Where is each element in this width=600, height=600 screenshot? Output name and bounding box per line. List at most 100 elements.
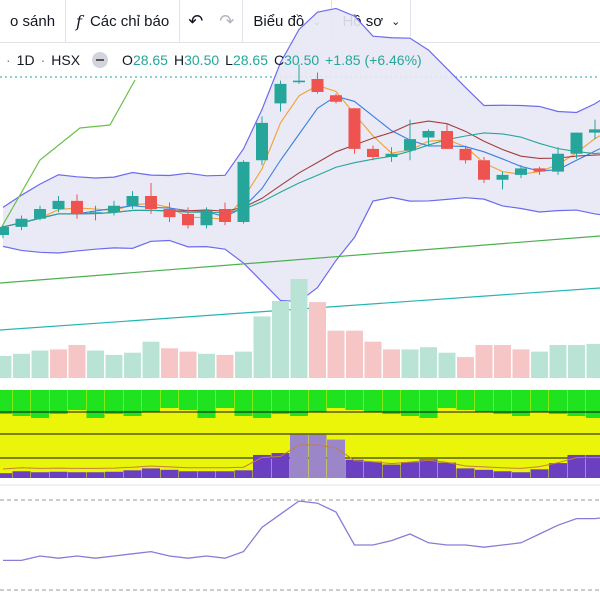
function-icon: f	[76, 11, 82, 31]
volume-bar	[50, 349, 67, 378]
low-label: L	[225, 52, 233, 68]
green-zone-bar	[345, 390, 364, 410]
green-zone-bar	[0, 390, 12, 414]
exchange-label: HSX	[51, 52, 81, 68]
interval-label[interactable]: 1D	[16, 52, 35, 68]
volume-bar	[272, 301, 289, 378]
volume-bar	[383, 349, 400, 378]
volume-bar	[420, 347, 437, 378]
chart-menu-label: Biểu đồ	[253, 12, 305, 30]
histogram-bar	[0, 473, 12, 478]
rsi-pane	[0, 484, 600, 591]
compare-button[interactable]: o sánh	[0, 0, 65, 42]
candle-body	[145, 196, 157, 209]
low-value: 28.65	[232, 52, 268, 68]
open-value: 28.65	[132, 52, 168, 68]
volume-bar	[401, 349, 419, 378]
legend-separator: ·	[40, 52, 46, 68]
volume-bar	[494, 345, 511, 378]
green-zone-bar	[49, 390, 68, 414]
histogram-bar	[586, 454, 600, 478]
histogram-bar	[493, 471, 512, 478]
histogram-bar	[271, 453, 290, 478]
candle-body	[293, 80, 305, 83]
green-zone-bar	[179, 390, 197, 410]
indicators-button[interactable]: f Các chỉ báo	[66, 0, 179, 42]
green-zone-bar	[142, 390, 160, 412]
histogram-bar	[456, 468, 475, 478]
green-zone-bar	[234, 390, 253, 416]
candle-body	[330, 95, 342, 102]
candle-body	[89, 212, 102, 214]
volume-bar	[290, 279, 308, 378]
volume-bar	[253, 316, 271, 378]
candle-body	[441, 131, 453, 149]
undo-icon[interactable]: ↶	[188, 10, 204, 31]
volume-bar	[87, 350, 104, 378]
toolbar-divider	[179, 0, 181, 42]
candle-body	[515, 168, 527, 175]
histogram-bar	[31, 472, 49, 478]
histogram-bar	[68, 472, 86, 478]
histogram-bar	[290, 434, 308, 478]
candle-body	[163, 209, 176, 218]
close-value: 30.50	[284, 52, 320, 68]
main-pane	[0, 7, 600, 331]
histogram-bar	[49, 471, 68, 478]
histogram-bar	[12, 471, 31, 478]
green-zone-bar	[105, 390, 123, 414]
redo-icon[interactable]: ↷	[219, 10, 235, 31]
volume-bar	[586, 343, 600, 378]
green-zone-bar	[290, 390, 308, 416]
candle-body	[15, 218, 28, 227]
candle-body	[256, 122, 268, 161]
candle-body	[589, 129, 600, 133]
candle-body	[200, 210, 213, 226]
toolbar-divider	[242, 0, 244, 42]
candle-body	[367, 148, 379, 157]
histogram-bar	[345, 459, 364, 478]
green-zone-bar	[438, 390, 456, 408]
volume-pane	[0, 279, 600, 378]
toolbar-divider	[410, 0, 412, 42]
green-zone-bar	[382, 390, 401, 414]
histogram-bar	[179, 471, 197, 478]
high-value: 30.50	[184, 52, 220, 68]
chevron-down-icon: ⌄	[391, 15, 401, 28]
candle-body	[459, 148, 472, 161]
green-zone-bar	[197, 390, 216, 418]
candle-body	[404, 139, 416, 151]
histogram-bar	[105, 471, 123, 478]
indicators-label: Các chỉ báo	[89, 12, 170, 30]
green-zone-bar	[123, 390, 142, 416]
volume-bar	[161, 348, 178, 378]
green-zone-bar	[586, 390, 600, 418]
candle-body	[311, 79, 324, 92]
histogram-bar	[327, 439, 345, 478]
candle-body	[478, 160, 490, 180]
green-zone-bar	[253, 390, 271, 418]
candle-body	[0, 226, 9, 235]
candle-body	[237, 161, 250, 222]
candle-body	[219, 209, 231, 222]
symbol-legend: · 1D · HSX O 28.65 H 30.50 L 28.65 C 30.50 +…	[0, 46, 422, 74]
green-zone-bar	[327, 390, 345, 408]
volume-bar	[531, 351, 548, 378]
trend-line-green	[0, 235, 600, 284]
close-label: C	[274, 52, 285, 68]
volume-bar	[198, 353, 215, 378]
green-zone-bar	[530, 390, 549, 412]
histogram-bar	[308, 434, 327, 478]
histogram-bar	[197, 471, 216, 478]
histogram-bar	[86, 472, 105, 478]
volume-bar	[235, 351, 252, 378]
histogram-bar	[253, 454, 271, 478]
hide-legend-icon[interactable]	[92, 52, 109, 68]
volume-bar	[124, 352, 141, 378]
volume-bar	[68, 345, 86, 378]
candle-body	[34, 209, 46, 219]
candle-body	[570, 132, 583, 154]
candle-body	[71, 200, 83, 214]
histogram-bar	[364, 461, 382, 478]
